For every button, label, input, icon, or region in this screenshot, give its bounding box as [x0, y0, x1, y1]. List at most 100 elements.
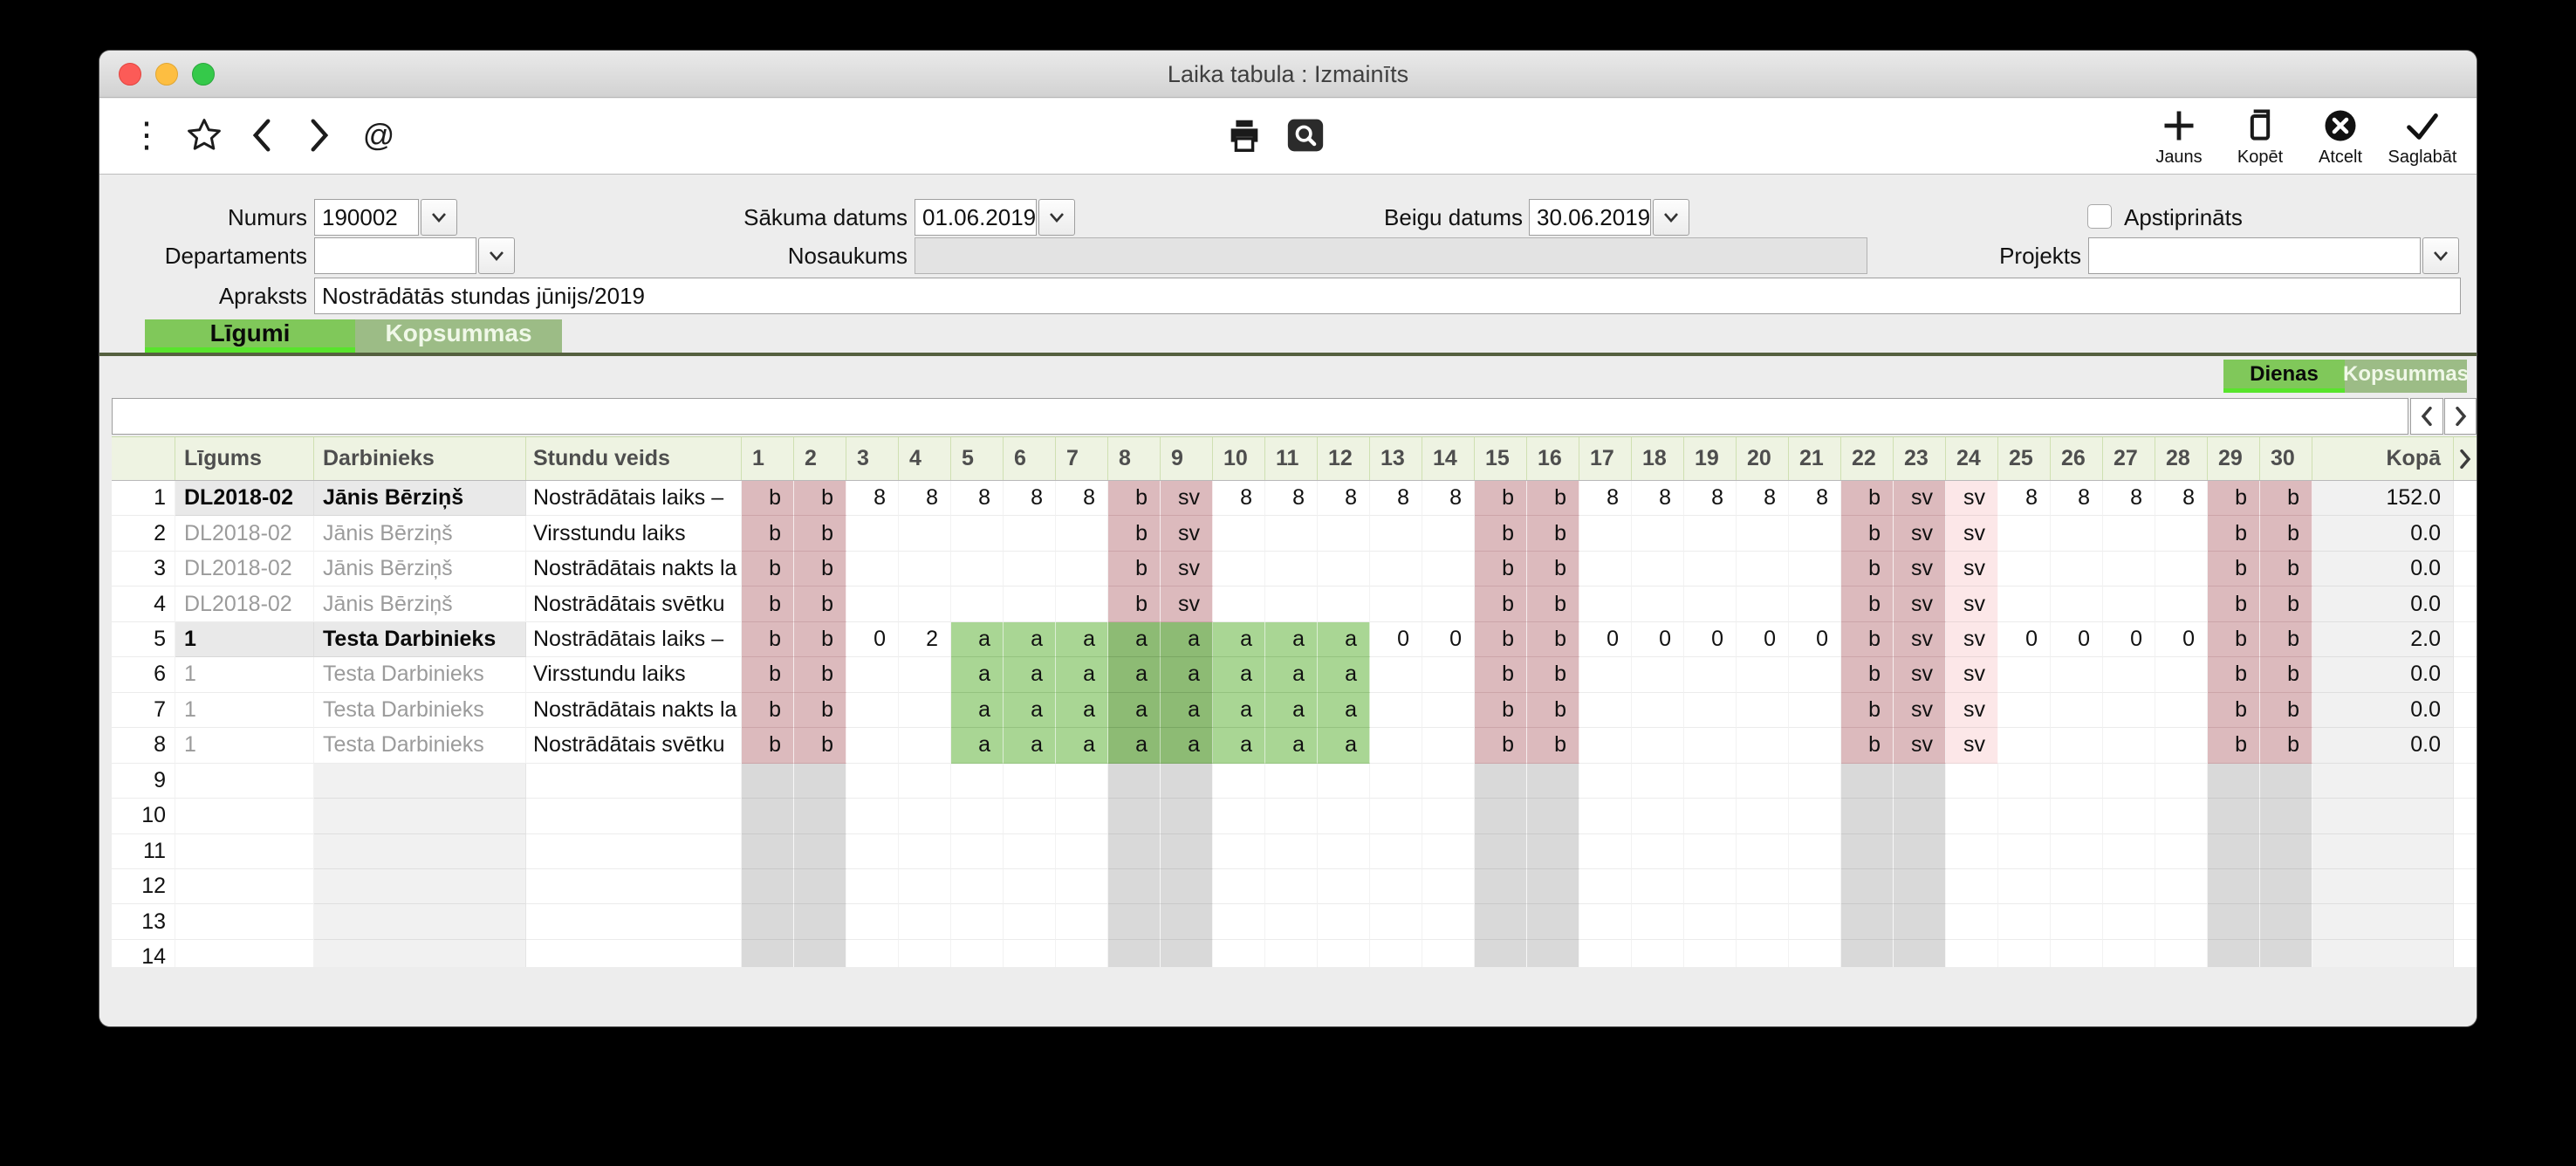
day-cell[interactable]: b [742, 657, 794, 693]
day-cell[interactable]: b [794, 586, 846, 622]
day-cell[interactable]: a [1108, 728, 1161, 764]
projekts-field[interactable] [2088, 237, 2421, 274]
day-cell[interactable]: 8 [846, 481, 899, 517]
day-cell[interactable]: 8 [1213, 481, 1265, 517]
day-cell[interactable]: a [1318, 621, 1370, 658]
darbinieks-cell[interactable] [314, 763, 526, 799]
day-cell[interactable]: sv [1946, 621, 1998, 658]
day-cell[interactable] [1737, 657, 1789, 693]
stundu-veids-cell[interactable] [526, 799, 742, 834]
day-cell[interactable]: 0 [1632, 621, 1684, 658]
day-cell[interactable] [1056, 551, 1108, 587]
departaments-dropdown-button[interactable] [478, 237, 515, 274]
day-cell[interactable] [1684, 904, 1737, 940]
day-cell[interactable] [1265, 868, 1318, 905]
day-cell[interactable]: b [1475, 481, 1527, 517]
day-cell[interactable] [1998, 763, 2051, 799]
day-cell[interactable] [1684, 799, 1737, 834]
day-cell[interactable]: b [1475, 657, 1527, 693]
day-cell[interactable] [846, 833, 899, 869]
day-cell[interactable] [899, 799, 951, 834]
header-cell-day[interactable]: 2 [794, 437, 846, 480]
row-number-cell[interactable]: 13 [112, 904, 175, 940]
row-number-cell[interactable]: 9 [112, 763, 175, 799]
day-cell[interactable] [1527, 833, 1579, 869]
day-cell[interactable] [1579, 868, 1632, 905]
day-cell[interactable]: a [1056, 692, 1108, 729]
day-cell[interactable] [2051, 692, 2103, 729]
scroll-right-button[interactable] [2444, 398, 2477, 435]
day-cell[interactable]: a [1108, 621, 1161, 658]
day-cell[interactable] [1737, 868, 1789, 905]
day-cell[interactable]: sv [1894, 621, 1946, 658]
header-cell-day[interactable]: 11 [1265, 437, 1318, 480]
day-cell[interactable]: b [2208, 481, 2260, 517]
day-cell[interactable]: b [1841, 586, 1894, 622]
day-cell[interactable]: a [951, 657, 1004, 693]
new-button[interactable]: Jauns [2137, 106, 2221, 170]
day-cell[interactable]: 8 [1318, 481, 1370, 517]
stundu-veids-cell[interactable]: Nostrādātais svētku [526, 728, 742, 764]
day-cell[interactable] [742, 799, 794, 834]
header-cell-day[interactable]: 13 [1370, 437, 1422, 480]
day-cell[interactable] [1684, 586, 1737, 622]
day-cell[interactable] [899, 692, 951, 729]
day-cell[interactable] [2051, 868, 2103, 905]
day-cell[interactable]: b [2208, 586, 2260, 622]
day-cell[interactable] [1789, 799, 1841, 834]
departaments-field[interactable] [314, 237, 476, 274]
day-cell[interactable] [899, 551, 951, 587]
day-cell[interactable] [1213, 904, 1265, 940]
day-cell[interactable]: b [1841, 481, 1894, 517]
day-cell[interactable]: sv [1946, 551, 1998, 587]
day-cell[interactable] [2051, 657, 2103, 693]
day-cell[interactable]: b [2208, 621, 2260, 658]
day-cell[interactable]: a [1318, 657, 1370, 693]
day-cell[interactable] [1894, 833, 1946, 869]
day-cell[interactable]: 8 [1684, 481, 1737, 517]
header-cell-day[interactable]: 9 [1161, 437, 1213, 480]
day-cell[interactable]: b [1475, 692, 1527, 729]
day-cell[interactable] [794, 763, 846, 799]
day-cell[interactable] [1684, 551, 1737, 587]
day-cell[interactable] [2208, 799, 2260, 834]
day-cell[interactable]: b [794, 621, 846, 658]
day-cell[interactable] [1841, 833, 1894, 869]
header-cell-day[interactable]: 10 [1213, 437, 1265, 480]
day-cell[interactable] [1318, 799, 1370, 834]
day-cell[interactable] [1265, 516, 1318, 552]
title-bar[interactable]: Laika tabula : Izmainīts [99, 51, 2477, 98]
ligums-cell[interactable] [175, 833, 314, 869]
day-cell[interactable] [1004, 516, 1056, 552]
day-cell[interactable] [1998, 833, 2051, 869]
header-cell-day[interactable]: 26 [2051, 437, 2103, 480]
day-cell[interactable]: a [1213, 728, 1265, 764]
header-cell-day[interactable]: 25 [1998, 437, 2051, 480]
day-cell[interactable] [2103, 692, 2155, 729]
day-cell[interactable] [2155, 904, 2208, 940]
day-cell[interactable] [2155, 692, 2208, 729]
day-cell[interactable]: b [742, 481, 794, 517]
scroll-left-button[interactable] [2410, 398, 2443, 435]
day-cell[interactable]: b [1108, 516, 1161, 552]
day-cell[interactable]: a [1318, 692, 1370, 729]
day-cell[interactable] [846, 586, 899, 622]
day-cell[interactable] [2103, 586, 2155, 622]
day-cell[interactable] [1632, 799, 1684, 834]
darbinieks-cell[interactable]: Jānis Bērziņš [314, 516, 526, 552]
day-cell[interactable] [1370, 763, 1422, 799]
day-cell[interactable]: 8 [1265, 481, 1318, 517]
apraksts-field[interactable]: Nostrādātās stundas jūnijs/2019 [314, 278, 2461, 314]
copy-button[interactable]: Kopēt [2218, 106, 2302, 170]
day-cell[interactable]: b [794, 657, 846, 693]
day-cell[interactable] [2051, 551, 2103, 587]
row-number-cell[interactable]: 3 [112, 551, 175, 587]
day-cell[interactable]: b [1108, 586, 1161, 622]
row-number-cell[interactable]: 12 [112, 868, 175, 905]
day-cell[interactable] [2103, 763, 2155, 799]
day-cell[interactable] [1527, 799, 1579, 834]
day-cell[interactable]: b [742, 551, 794, 587]
header-cell-day[interactable]: 5 [951, 437, 1004, 480]
day-cell[interactable] [1108, 763, 1161, 799]
numurs-dropdown-button[interactable] [421, 199, 457, 236]
